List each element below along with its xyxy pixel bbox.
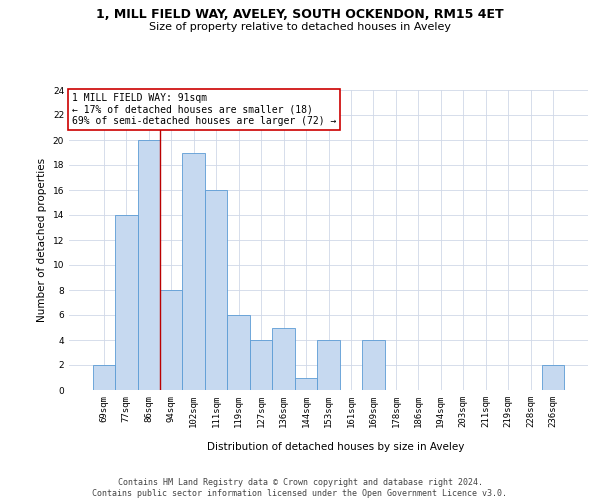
Bar (160, 290, 182, 390)
Bar (295, 378, 317, 390)
Bar (272, 328, 295, 390)
Bar (182, 152, 205, 390)
Text: 1, MILL FIELD WAY, AVELEY, SOUTH OCKENDON, RM15 4ET: 1, MILL FIELD WAY, AVELEY, SOUTH OCKENDO… (96, 8, 504, 20)
Bar (542, 365, 565, 390)
Bar (227, 315, 250, 390)
Bar (137, 140, 160, 390)
Text: Contains HM Land Registry data © Crown copyright and database right 2024.
Contai: Contains HM Land Registry data © Crown c… (92, 478, 508, 498)
Text: 1 MILL FIELD WAY: 91sqm
← 17% of detached houses are smaller (18)
69% of semi-de: 1 MILL FIELD WAY: 91sqm ← 17% of detache… (71, 93, 336, 126)
Text: Distribution of detached houses by size in Aveley: Distribution of detached houses by size … (208, 442, 464, 452)
Bar (317, 340, 340, 390)
Bar (115, 215, 137, 390)
Bar (362, 340, 385, 390)
Text: Size of property relative to detached houses in Aveley: Size of property relative to detached ho… (149, 22, 451, 32)
Bar (250, 340, 272, 390)
Y-axis label: Number of detached properties: Number of detached properties (37, 158, 47, 322)
Bar (92, 365, 115, 390)
Bar (205, 190, 227, 390)
